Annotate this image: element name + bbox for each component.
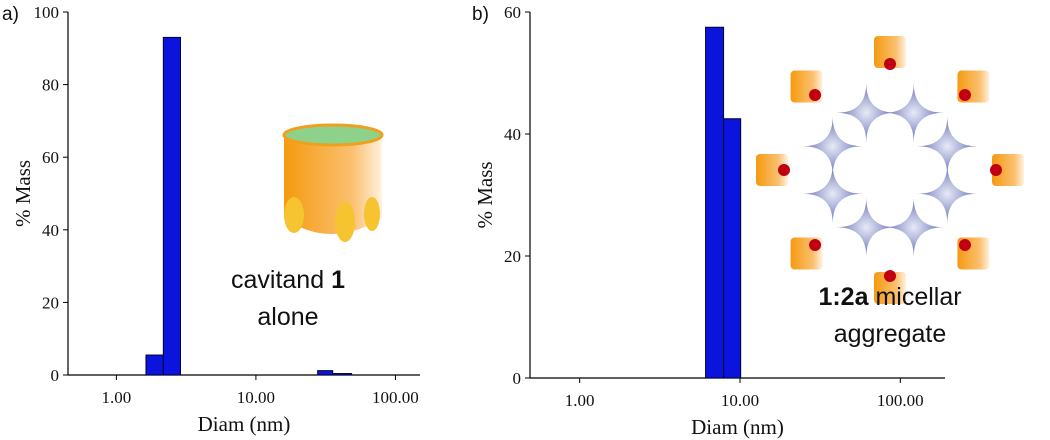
y-tick-label: 40	[504, 125, 521, 144]
x-tick-label: 10.00	[721, 391, 759, 410]
annotation: 1:2a micellar	[818, 283, 961, 311]
bar	[332, 373, 353, 376]
head	[990, 164, 1002, 176]
bar	[145, 354, 164, 376]
annotation-text: micellar	[875, 283, 961, 311]
y-tick-label: 0	[513, 369, 522, 388]
bar	[317, 370, 334, 376]
head	[809, 238, 822, 251]
cup	[756, 154, 788, 186]
star	[917, 163, 978, 224]
y-axis-label: % Mass	[11, 160, 35, 227]
y-tick-label: 0	[51, 366, 60, 385]
y-tick-label: 40	[42, 221, 59, 240]
star	[883, 82, 944, 143]
head	[884, 270, 896, 282]
annotation: alone	[257, 303, 318, 331]
star	[836, 82, 897, 143]
star	[802, 163, 863, 224]
x-tick-label: 100.00	[877, 391, 924, 410]
annotation-text: cavitand	[231, 266, 324, 294]
y-tick-label: 20	[42, 293, 59, 312]
annotation: aggregate	[834, 320, 947, 348]
y-tick-label: 100	[34, 3, 60, 22]
x-tick-label: 10.00	[237, 388, 275, 407]
y-tick-label: 60	[504, 3, 521, 22]
annotation-bold: 1	[331, 266, 345, 294]
micelle-illustration	[756, 36, 1024, 304]
star	[917, 116, 978, 177]
annotation: cavitand 1	[231, 266, 345, 294]
head	[884, 58, 896, 70]
x-axis-label: Diam (nm)	[691, 415, 784, 439]
y-tick-label: 80	[42, 76, 59, 95]
annotation-bold: 1:2a	[818, 283, 869, 311]
panel-label: a)	[2, 4, 19, 25]
x-tick-label: 100.00	[372, 388, 419, 407]
star	[836, 197, 897, 258]
y-tick-label: 20	[504, 247, 521, 266]
cup	[874, 36, 906, 68]
cavitand-illustration	[282, 123, 384, 242]
head	[809, 89, 822, 102]
x-tick-label: 1.00	[565, 391, 595, 410]
y-tick-label: 60	[42, 148, 59, 167]
star	[883, 197, 944, 258]
star	[802, 116, 863, 177]
head	[958, 89, 971, 102]
bar	[162, 36, 181, 376]
head	[958, 238, 971, 251]
panel-label: b)	[472, 4, 489, 25]
cup	[992, 154, 1024, 186]
bar	[705, 26, 725, 379]
x-tick-label: 1.00	[102, 388, 132, 407]
head	[778, 164, 790, 176]
x-axis-label: Diam (nm)	[198, 412, 291, 436]
bar	[723, 118, 742, 379]
cup	[874, 272, 906, 304]
y-axis-label: % Mass	[473, 161, 497, 228]
